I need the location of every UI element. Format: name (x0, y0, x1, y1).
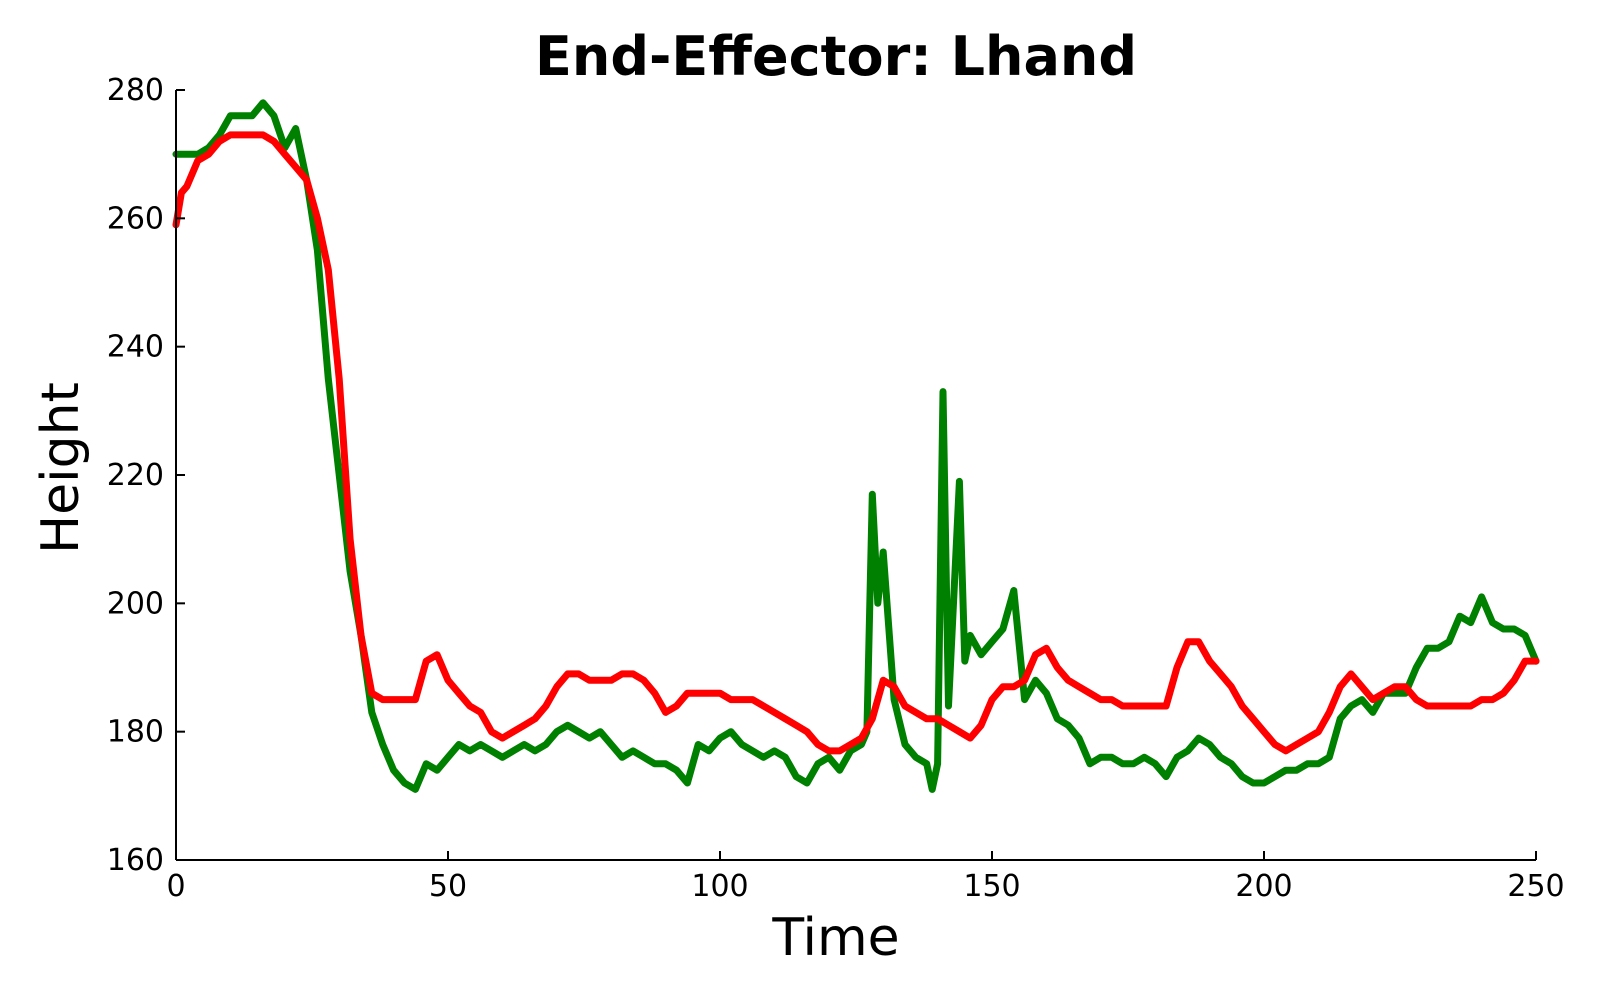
x-tick-label: 150 (963, 869, 1020, 904)
x-tick-label: 250 (1507, 869, 1564, 904)
y-axis-label: Height (31, 382, 91, 554)
x-axis-label: Time (771, 908, 899, 968)
x-tick-label: 100 (691, 869, 748, 904)
x-ticks: 0 50 100 150 200 250 (166, 851, 1565, 904)
y-tick-label: 220 (107, 458, 164, 493)
y-tick-label: 260 (107, 201, 164, 236)
y-ticks: 160 180 200 220 240 260 280 (107, 73, 185, 878)
series-layer (172, 99, 1540, 793)
y-tick-label: 180 (107, 715, 164, 750)
x-tick-label: 200 (1235, 869, 1292, 904)
x-tick-label: 50 (429, 869, 467, 904)
x-tick-label: 0 (166, 869, 185, 904)
y-tick-label: 240 (107, 330, 164, 365)
y-tick-label: 200 (107, 586, 164, 621)
chart-title: End-Effector: Lhand (535, 25, 1137, 88)
y-tick-label: 160 (107, 843, 164, 878)
series-line-2 (172, 131, 1540, 755)
series-line-1 (172, 99, 1540, 793)
y-tick-label: 280 (107, 73, 164, 108)
